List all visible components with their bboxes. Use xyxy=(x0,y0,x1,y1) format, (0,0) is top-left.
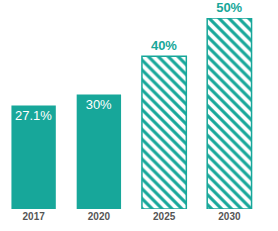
svg-text:40%: 40% xyxy=(151,38,177,53)
svg-text:27.1%: 27.1% xyxy=(15,108,52,123)
svg-text:2030: 2030 xyxy=(218,211,241,222)
svg-text:2020: 2020 xyxy=(88,211,111,222)
svg-text:2025: 2025 xyxy=(153,211,176,222)
svg-text:30%: 30% xyxy=(86,97,112,112)
svg-text:2017: 2017 xyxy=(23,211,46,222)
svg-text:50%: 50% xyxy=(216,0,242,15)
